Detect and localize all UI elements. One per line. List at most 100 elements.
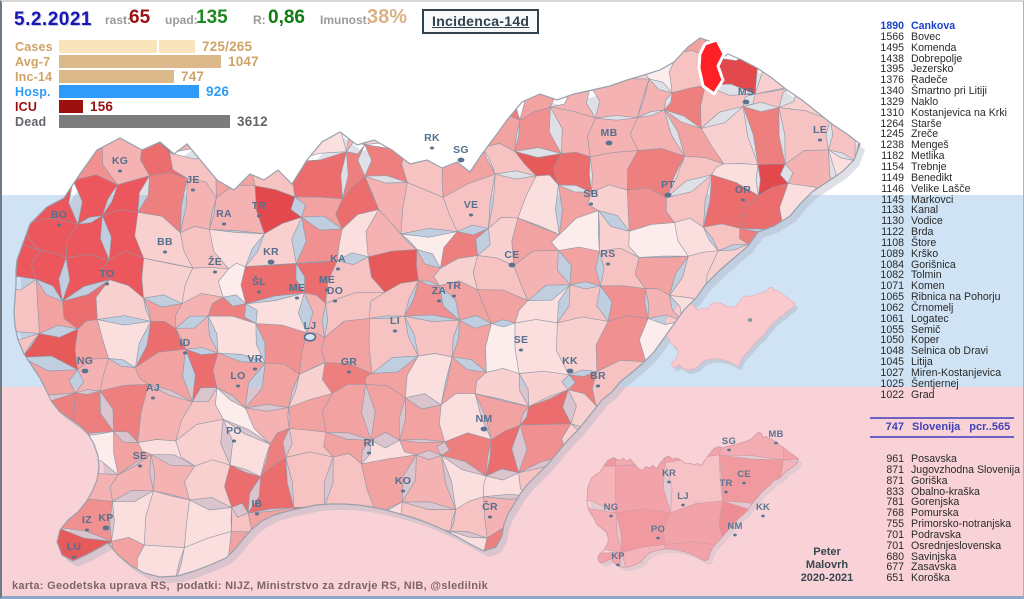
region-row[interactable]: 680 Savinjska xyxy=(870,551,1022,563)
municipality-row[interactable]: 1566 Bovec xyxy=(870,31,1022,43)
municipality-cell[interactable] xyxy=(24,493,64,533)
municipality-cell[interactable] xyxy=(821,220,862,259)
incidenca-14d-badge[interactable]: Incidenca-14d xyxy=(422,9,540,34)
municipality-row[interactable]: 1065 Ribnica na Pohorju xyxy=(870,292,1022,303)
municipality-cell[interactable] xyxy=(2,182,25,229)
municipality-cell[interactable] xyxy=(776,221,837,259)
municipality-row[interactable]: 1089 Krško xyxy=(870,248,1022,260)
municipality-row[interactable]: 1310 Kostanjevica na Krki xyxy=(870,107,1022,119)
municipality-cell[interactable] xyxy=(2,278,40,341)
municipality-cell[interactable] xyxy=(2,383,22,446)
municipality-cell[interactable] xyxy=(589,567,651,599)
municipality-cell[interactable] xyxy=(680,385,716,446)
municipality-cell[interactable] xyxy=(335,525,373,574)
municipality-row[interactable]: 1055 Semič xyxy=(870,324,1022,336)
municipality-cell[interactable] xyxy=(743,570,797,599)
municipality-cell[interactable] xyxy=(18,392,76,448)
municipality-cell[interactable] xyxy=(565,561,607,599)
municipality-cell[interactable] xyxy=(739,388,797,431)
municipality-row[interactable]: 1025 Šentjernej xyxy=(870,378,1022,390)
municipality-cell[interactable] xyxy=(2,472,44,501)
municipality-row[interactable]: 1376 Radeče xyxy=(870,75,1022,86)
municipality-row[interactable]: 1495 Komenda xyxy=(870,42,1022,54)
municipality-row[interactable]: 1122 Brda xyxy=(870,227,1022,238)
municipality-cell[interactable] xyxy=(2,438,37,476)
municipality-cell[interactable] xyxy=(2,486,40,540)
region-row[interactable]: 768 Pomurska xyxy=(870,508,1022,519)
municipality-row[interactable]: 1329 Naklo xyxy=(870,97,1022,108)
region-row[interactable]: 677 Zasavska xyxy=(870,562,1022,573)
region-row[interactable]: 755 Primorsko-notranjska xyxy=(870,519,1022,530)
municipality-row[interactable]: 1182 Metlika xyxy=(870,151,1022,162)
municipality-cell[interactable] xyxy=(2,350,23,405)
region-row[interactable]: 871 Jugovzhodna Slovenija xyxy=(870,464,1022,476)
municipality-cell[interactable] xyxy=(72,431,119,476)
region-row[interactable]: 701 Podravska xyxy=(870,530,1022,541)
municipality-row[interactable]: 1438 Dobrepolje xyxy=(870,53,1022,65)
municipality-row[interactable]: 1062 Črnomelj xyxy=(870,303,1022,314)
municipality-cell[interactable] xyxy=(562,529,607,575)
municipality-cell[interactable] xyxy=(830,189,871,225)
municipality-row[interactable]: 1238 Mengeš xyxy=(870,140,1022,151)
region-row[interactable]: 871 Goriška xyxy=(870,475,1022,487)
municipality-row[interactable]: 1084 Gorišnica xyxy=(870,259,1022,271)
region-row[interactable]: 833 Obalno-kraška xyxy=(870,486,1022,498)
municipality-row[interactable]: 1108 Štore xyxy=(870,238,1022,249)
municipality-cell[interactable] xyxy=(777,404,839,423)
municipality-cell[interactable] xyxy=(818,492,864,546)
municipality-row[interactable]: 1340 Šmartno pri Litiji xyxy=(870,86,1022,97)
municipality-cell[interactable] xyxy=(294,540,341,575)
municipality-cell[interactable] xyxy=(822,322,871,368)
municipality-cell[interactable] xyxy=(367,525,407,572)
municipality-cell[interactable] xyxy=(819,286,864,334)
municipality-row[interactable]: 1890 Cankova xyxy=(870,21,1022,32)
municipality-row[interactable]: 1395 Jezersko xyxy=(870,64,1022,75)
municipality-row[interactable]: 1022 Grad xyxy=(870,389,1022,401)
region-row[interactable]: 961 Posavska xyxy=(870,454,1022,465)
municipality-cell[interactable] xyxy=(796,322,834,368)
municipality-row[interactable]: 1133 Kanal xyxy=(870,205,1022,216)
municipality-cell[interactable] xyxy=(26,527,60,582)
municipality-cell[interactable] xyxy=(664,558,719,599)
municipality-cell[interactable] xyxy=(323,506,379,545)
municipality-cell[interactable] xyxy=(703,388,765,433)
municipality-cell[interactable] xyxy=(824,362,868,406)
region-row[interactable]: 651 Koroška xyxy=(870,573,1022,584)
municipality-row[interactable]: 1050 Koper xyxy=(870,335,1022,346)
municipality-cell[interactable] xyxy=(777,364,834,407)
region-row[interactable]: 701 Osrednjeslovenska xyxy=(870,540,1022,552)
municipality-cell[interactable] xyxy=(786,494,834,538)
municipality-cell[interactable] xyxy=(854,109,910,162)
municipality-cell[interactable] xyxy=(2,142,41,192)
municipality-cell[interactable] xyxy=(776,251,822,290)
municipality-cell[interactable] xyxy=(521,530,568,571)
municipality-row[interactable]: 1071 Komen xyxy=(870,281,1022,292)
municipality-cell[interactable] xyxy=(136,544,185,583)
municipality-row[interactable]: 1154 Trebnje xyxy=(870,162,1022,173)
municipality-cell[interactable] xyxy=(598,424,648,464)
municipality-row[interactable]: 1146 Velike Lašče xyxy=(870,183,1022,195)
municipality-cell[interactable] xyxy=(643,385,689,446)
municipality-cell[interactable] xyxy=(819,257,865,290)
municipality-row[interactable]: 1048 Selnica ob Dravi xyxy=(870,346,1022,357)
municipality-cell[interactable] xyxy=(530,566,572,599)
municipality-cell[interactable] xyxy=(824,392,873,438)
municipality-cell[interactable] xyxy=(404,530,455,576)
municipality-cell[interactable] xyxy=(740,354,798,407)
municipality-row[interactable]: 1264 Starše xyxy=(870,118,1022,130)
municipality-cell[interactable] xyxy=(144,490,190,549)
municipality-cell[interactable] xyxy=(19,433,80,473)
municipality-row[interactable]: 1245 Zreče xyxy=(870,129,1022,140)
municipality-cell[interactable] xyxy=(2,531,42,582)
municipality-row[interactable]: 1130 Vodice xyxy=(870,216,1022,227)
municipality-row[interactable]: 1027 Miren-Kostanjevica xyxy=(870,368,1022,379)
municipality-cell[interactable] xyxy=(705,564,755,599)
municipality-cell[interactable] xyxy=(29,458,80,503)
municipality-row[interactable]: 1082 Tolmin xyxy=(870,270,1022,281)
municipality-cell[interactable] xyxy=(262,538,309,575)
highlighted-municipality-cankova[interactable] xyxy=(697,38,726,96)
region-row[interactable]: 781 Gorenjska xyxy=(870,497,1022,508)
municipality-cell[interactable] xyxy=(521,489,564,547)
municipality-row[interactable]: 1149 Benedikt xyxy=(870,172,1022,184)
municipality-row[interactable]: 1045 Litija xyxy=(870,357,1022,368)
